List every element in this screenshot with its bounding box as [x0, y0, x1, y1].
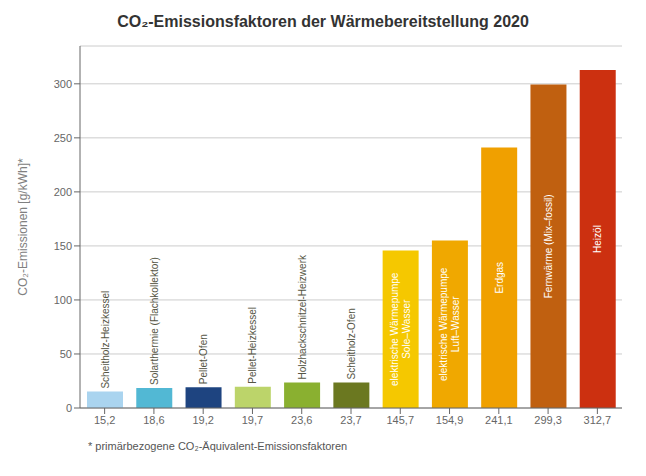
svg-text:23,6: 23,6	[291, 414, 312, 426]
svg-text:154,9: 154,9	[436, 414, 464, 426]
svg-text:19,7: 19,7	[242, 414, 263, 426]
svg-text:0: 0	[66, 402, 72, 414]
svg-text:150: 150	[54, 240, 72, 252]
svg-text:299,3: 299,3	[534, 414, 562, 426]
svg-text:CO₂-Emissionen [g/kWh]*: CO₂-Emissionen [g/kWh]*	[16, 158, 30, 296]
svg-text:200: 200	[54, 186, 72, 198]
svg-text:Heizöl: Heizöl	[592, 225, 603, 253]
svg-text:23,7: 23,7	[340, 414, 361, 426]
svg-text:elektrische Wärmepumpe: elektrische Wärmepumpe	[389, 272, 400, 386]
svg-text:100: 100	[54, 294, 72, 306]
svg-text:300: 300	[54, 78, 72, 90]
svg-text:Fernwärme (Mix–fossil): Fernwärme (Mix–fossil)	[543, 194, 554, 298]
svg-text:Scheitholz-Heizkessel: Scheitholz-Heizkessel	[100, 291, 111, 389]
svg-text:19,2: 19,2	[192, 414, 213, 426]
svg-text:15,2: 15,2	[94, 414, 115, 426]
svg-text:elektrische Wärmepumpe: elektrische Wärmepumpe	[438, 267, 449, 381]
svg-text:Erdgas: Erdgas	[494, 262, 505, 294]
svg-text:250: 250	[54, 132, 72, 144]
svg-text:18,6: 18,6	[143, 414, 164, 426]
svg-text:Pellet-Heizkessel: Pellet-Heizkessel	[247, 307, 258, 384]
svg-text:Solarthermie (Flachkollektor): Solarthermie (Flachkollektor)	[149, 257, 160, 385]
svg-text:Luft–Wasser: Luft–Wasser	[450, 296, 461, 352]
html-text:CO₂-Emissionsfaktoren der Wärm: CO₂-Emissionsfaktoren der Wärmebereitste…	[117, 13, 529, 30]
svg-text:Sole–Wasser: Sole–Wasser	[401, 299, 412, 359]
svg-text:50: 50	[60, 348, 72, 360]
svg-text:Scheitholz-Ofen: Scheitholz-Ofen	[346, 308, 357, 379]
svg-text:Pellet-Ofen: Pellet-Ofen	[198, 334, 209, 384]
svg-text:312,7: 312,7	[584, 414, 612, 426]
svg-text:145,7: 145,7	[387, 414, 415, 426]
svg-text:Holzhackschnitzel-Heizwerk: Holzhackschnitzel-Heizwerk	[297, 254, 308, 379]
svg-text:241,1: 241,1	[485, 414, 513, 426]
html-text:* primärbezogene CO₂-Äquivalen: * primärbezogene CO₂-Äquivalent-Emission…	[88, 440, 348, 452]
